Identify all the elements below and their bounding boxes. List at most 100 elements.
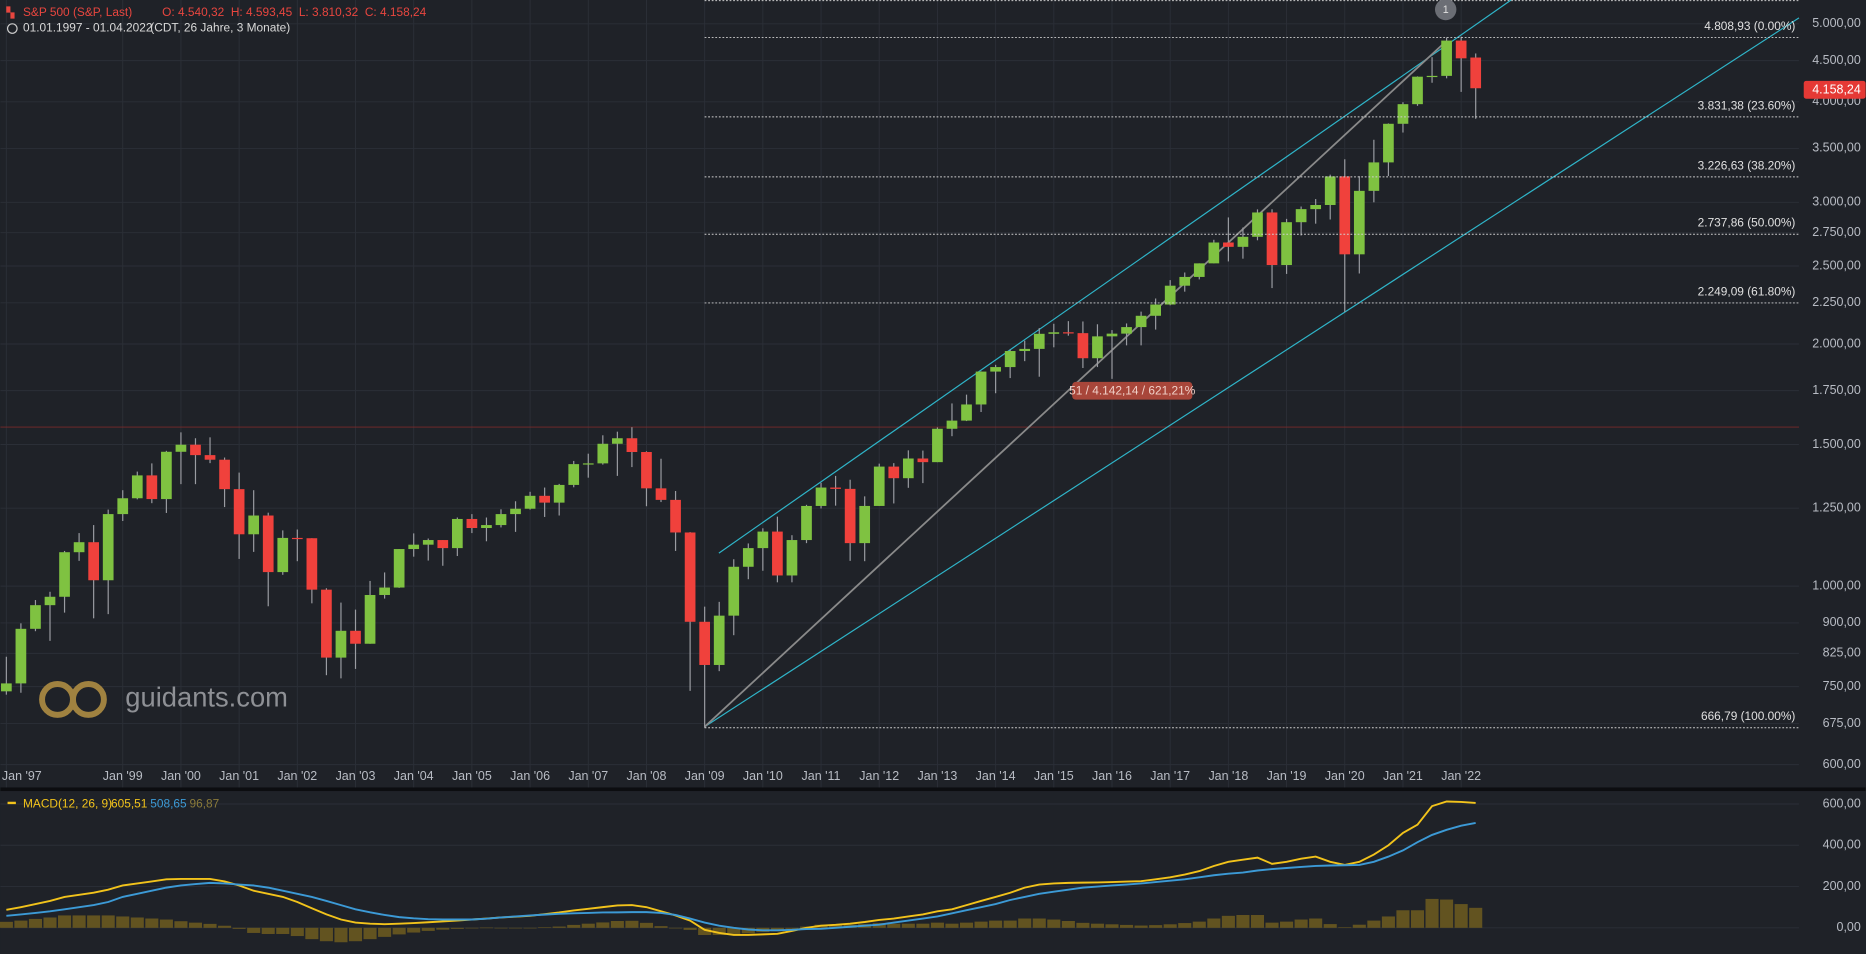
histogram-bar xyxy=(276,927,290,934)
indicator-line xyxy=(6,821,1476,932)
candle-body xyxy=(335,630,347,658)
histogram-bar xyxy=(261,927,275,934)
histogram-bar xyxy=(174,921,188,928)
candle-body xyxy=(932,428,943,463)
histogram-bar xyxy=(1352,924,1366,928)
candle-body xyxy=(422,540,434,545)
panel-divider xyxy=(0,787,1866,792)
histogram-bar xyxy=(1003,920,1017,928)
histogram-bar xyxy=(1381,916,1395,928)
y-tick-label: 750,00 xyxy=(1823,679,1861,693)
candle-body xyxy=(1164,285,1176,305)
x-tick-label: Jan '15 xyxy=(1034,769,1074,783)
histogram-bar xyxy=(1280,921,1294,928)
candle-body xyxy=(524,495,536,509)
x-tick-label: Jan '17 xyxy=(1150,769,1190,783)
histogram-bar xyxy=(116,916,130,928)
y-tick-label: 3.500,00 xyxy=(1812,141,1861,155)
candle-body xyxy=(946,420,958,429)
x-tick-label: Jan '05 xyxy=(452,769,492,783)
y-tick-label: 400,00 xyxy=(1823,838,1861,852)
candle-body xyxy=(597,443,609,464)
histogram-bar xyxy=(1032,918,1046,928)
candle-body xyxy=(466,518,478,529)
candle-body xyxy=(30,605,41,629)
candle-body xyxy=(117,498,129,515)
histogram-bar xyxy=(290,927,304,937)
candle-body xyxy=(728,566,740,616)
candle-body xyxy=(1339,176,1351,255)
marker-label[interactable]: 1 xyxy=(1443,4,1449,16)
candle-body xyxy=(233,489,245,535)
histogram-bar xyxy=(669,927,683,929)
histogram-bar xyxy=(421,927,435,931)
histogram-bar xyxy=(1207,918,1221,928)
candle-body xyxy=(88,542,99,581)
candle-body xyxy=(1193,263,1205,277)
candle-body xyxy=(1,683,12,692)
candle-body xyxy=(859,505,871,544)
candle-body xyxy=(1004,351,1016,368)
fib-label: 3.226,63 (38.20%) xyxy=(1698,158,1796,172)
histogram-bar xyxy=(305,927,319,940)
x-tick-label: Jan '11 xyxy=(802,769,841,783)
candle-body xyxy=(350,630,361,644)
histogram-bar xyxy=(1192,921,1206,928)
histogram-bar xyxy=(392,927,406,935)
range-info: (CDT, 26 Jahre, 3 Monate) xyxy=(150,21,290,35)
candle-body xyxy=(481,525,492,529)
candle-body xyxy=(161,451,172,500)
candle-body xyxy=(1441,40,1452,76)
histogram-bar xyxy=(494,927,508,929)
candle-body xyxy=(451,518,463,549)
histogram-bar xyxy=(727,927,741,936)
histogram-bar xyxy=(28,918,42,928)
candle-body xyxy=(393,549,405,588)
candle-body xyxy=(408,544,420,550)
candle-body xyxy=(1121,327,1132,334)
candle-body xyxy=(219,459,230,490)
histogram-bar xyxy=(43,917,57,928)
candle-body xyxy=(1426,75,1438,78)
candle-body xyxy=(204,455,216,460)
histogram-bar xyxy=(1469,907,1483,928)
marker-circle[interactable] xyxy=(1434,0,1457,21)
x-tick-label: Jan '20 xyxy=(1325,769,1365,783)
candle-body xyxy=(248,515,260,535)
icon: ▚ xyxy=(5,5,15,19)
candle-body xyxy=(510,508,521,515)
x-tick-label: Jan '09 xyxy=(685,769,725,783)
candle-body xyxy=(975,371,987,405)
candle-body xyxy=(73,542,85,553)
candle-body xyxy=(102,514,114,581)
x-tick-label: Jan '16 xyxy=(1092,769,1132,783)
histogram-bar xyxy=(916,923,930,928)
histogram-bar xyxy=(581,923,595,928)
histogram-bar xyxy=(188,922,203,928)
histogram-bar xyxy=(1250,915,1265,928)
histogram-bar xyxy=(1120,924,1134,928)
histogram-bar xyxy=(130,917,144,928)
price-tag-label: 4.158,24 xyxy=(1812,83,1861,97)
histogram-bar xyxy=(974,921,988,928)
candle-body xyxy=(961,404,972,421)
histogram-bar xyxy=(698,927,712,936)
histogram-bar xyxy=(1294,919,1308,928)
candle-body xyxy=(713,615,725,665)
candle-body xyxy=(757,531,769,549)
candle-body xyxy=(844,488,856,544)
channel-upper xyxy=(718,0,1512,554)
candle-body xyxy=(801,505,812,541)
candle-body xyxy=(277,537,289,573)
fib-label: 666,79 (100.00%) xyxy=(1701,709,1795,723)
candle-body xyxy=(1295,209,1307,223)
x-tick-label: Jan '01 xyxy=(219,769,259,783)
candle-body xyxy=(1077,333,1089,359)
histogram-bar xyxy=(58,915,72,928)
indicator-title: MACD(12, 26, 9) xyxy=(23,796,112,810)
candle-body xyxy=(1412,76,1423,105)
histogram-bar xyxy=(1410,910,1425,928)
histogram-bar xyxy=(479,927,493,929)
candle-body xyxy=(306,538,318,590)
